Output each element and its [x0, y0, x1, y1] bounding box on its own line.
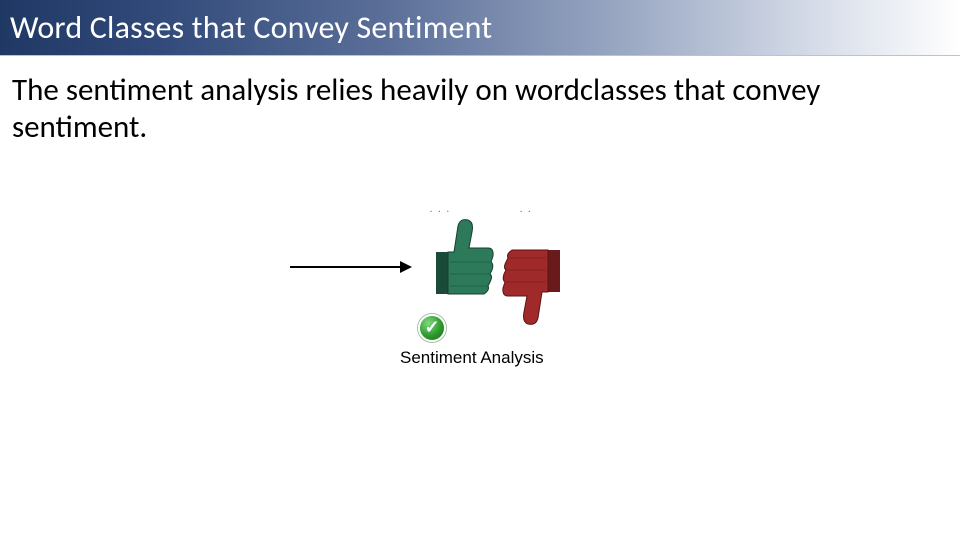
- slide-title: Word Classes that Convey Sentiment: [10, 8, 492, 47]
- sentiment-figure: · · · · · ✓ Sentiment Analysis: [300, 220, 640, 420]
- title-bar: Word Classes that Convey Sentiment: [0, 0, 960, 56]
- check-badge-icon: ✓: [418, 314, 446, 342]
- decorative-dots: · ·: [520, 206, 533, 217]
- thumbs-down-icon: [496, 242, 576, 332]
- thumbs-up-icon: [420, 212, 500, 302]
- slide-body-text: The sentiment analysis relies heavily on…: [0, 56, 960, 155]
- arrow-icon: [290, 266, 410, 268]
- figure-caption: Sentiment Analysis: [400, 348, 544, 368]
